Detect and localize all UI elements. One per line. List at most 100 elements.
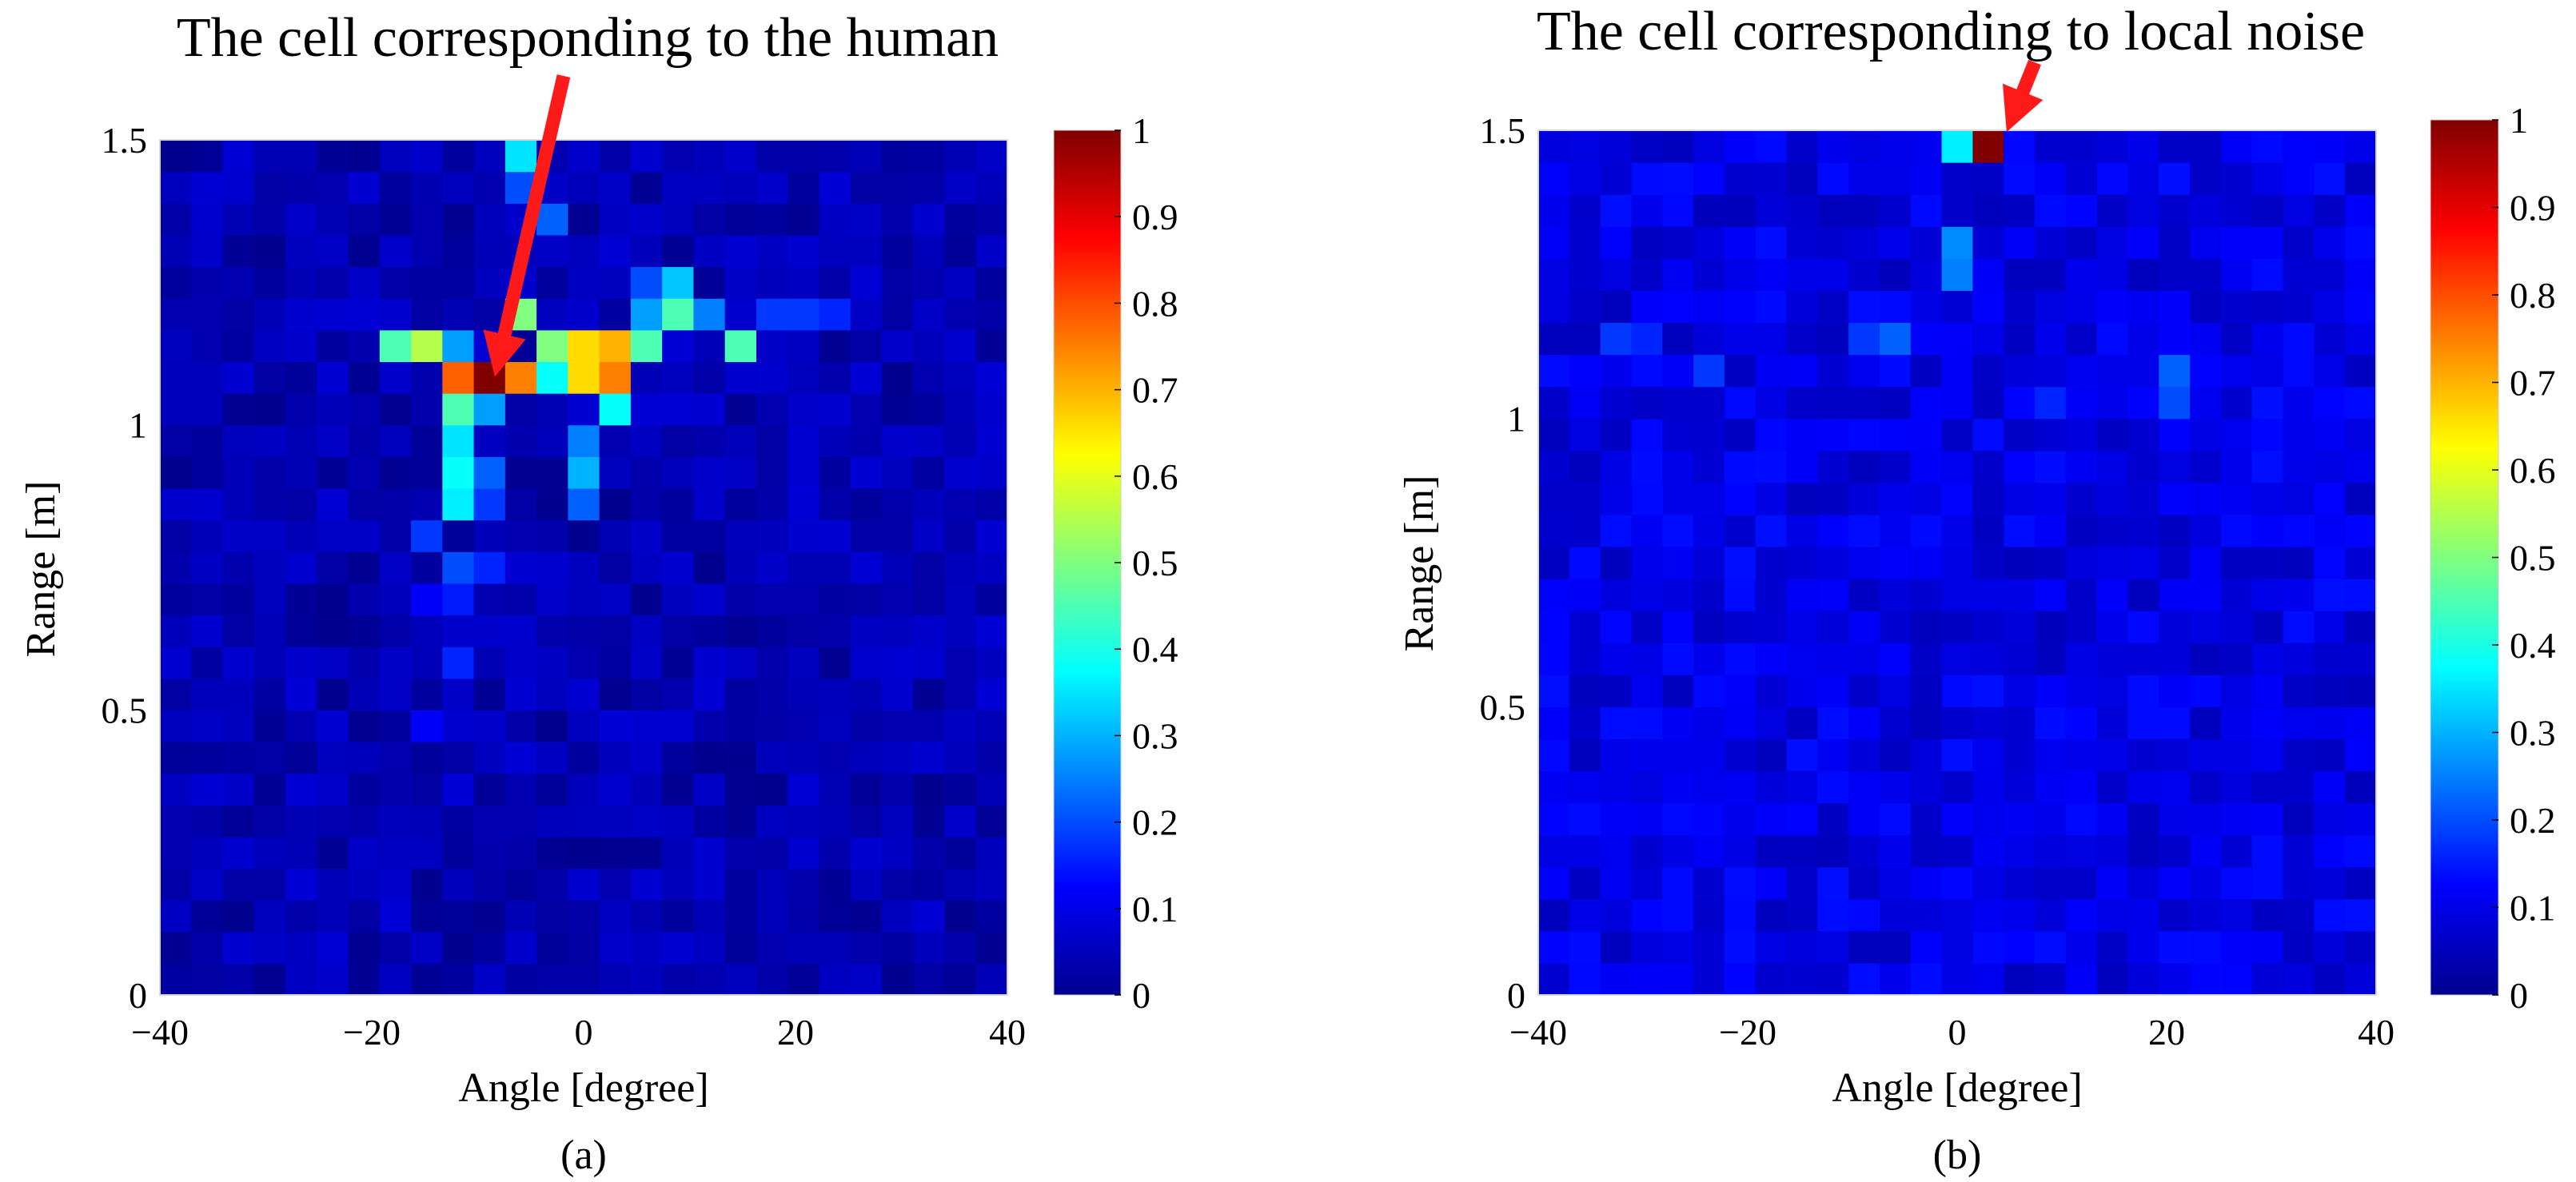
heatmap-cell — [2035, 226, 2067, 259]
heatmap-cell — [599, 329, 632, 363]
heatmap-cell — [693, 203, 726, 236]
heatmap-cell — [819, 171, 851, 204]
heatmap-cell — [850, 773, 883, 806]
heatmap-cell — [881, 647, 914, 679]
heatmap-cell — [1569, 482, 1601, 515]
heatmap-cell — [317, 266, 349, 299]
heatmap-cell — [2190, 386, 2222, 420]
heatmap-cell — [536, 678, 568, 710]
heatmap-cell — [2314, 258, 2346, 291]
heatmap-cell — [2096, 738, 2129, 772]
heatmap-cell — [630, 266, 663, 299]
heatmap-cell — [2314, 834, 2346, 868]
heatmap-cell — [1755, 898, 1788, 932]
heatmap-cell — [819, 963, 851, 996]
heatmap-cell — [662, 234, 695, 268]
heatmap-cell — [2096, 450, 2129, 484]
heatmap-cell — [913, 140, 946, 173]
heatmap-cell — [536, 836, 568, 870]
heatmap-cell — [850, 931, 883, 964]
heatmap-cell — [1538, 834, 1570, 868]
heatmap-cell — [568, 836, 600, 870]
heatmap-cell — [881, 361, 914, 394]
heatmap-cell — [2127, 226, 2159, 259]
heatmap-cell — [2004, 290, 2036, 324]
heatmap-cell — [2251, 930, 2284, 964]
heatmap-cell — [348, 171, 381, 204]
heatmap-cell — [1662, 194, 1694, 227]
heatmap-cell — [2314, 802, 2346, 836]
heatmap-cell — [2035, 962, 2067, 996]
heatmap-cell — [2251, 546, 2284, 579]
heatmap-cell — [2065, 706, 2098, 739]
colorbar-tick-label: 0.9 — [1132, 197, 1178, 237]
heatmap-cell — [788, 361, 820, 394]
x-tick-label: 20 — [777, 1012, 814, 1053]
heatmap-cell — [160, 773, 192, 806]
heatmap-cell — [662, 393, 695, 426]
heatmap-cell — [819, 266, 851, 299]
heatmap-cell — [348, 741, 381, 774]
heatmap-cell — [788, 393, 820, 426]
heatmap-cell — [1786, 675, 1818, 707]
heatmap-cell — [253, 393, 286, 426]
heatmap-cell — [1910, 611, 1943, 643]
heatmap-cell — [1631, 130, 1663, 163]
heatmap-cell — [1941, 675, 1973, 707]
heatmap-cell — [724, 805, 757, 838]
heatmap-cell — [2220, 418, 2253, 452]
heatmap-cell — [473, 963, 506, 996]
heatmap-cell — [568, 868, 600, 901]
heatmap-cell — [881, 900, 914, 933]
heatmap-cell — [2096, 675, 2129, 707]
heatmap-cell — [191, 931, 224, 964]
heatmap-cell — [160, 140, 192, 173]
heatmap-cell — [788, 456, 820, 489]
heatmap-cell — [662, 678, 695, 710]
heatmap-cell — [2314, 866, 2346, 900]
heatmap-cell — [1972, 130, 2004, 163]
heatmap-cell — [1848, 962, 1880, 996]
heatmap-cell — [975, 266, 1008, 299]
heatmap-cell — [473, 868, 506, 901]
heatmap-cell — [222, 488, 255, 521]
heatmap-cell — [1879, 834, 1912, 868]
heatmap-cell — [881, 456, 914, 489]
heatmap-cell — [348, 519, 381, 552]
heatmap-cell — [1879, 514, 1912, 547]
heatmap-cell — [1910, 834, 1943, 868]
heatmap-cell — [2251, 482, 2284, 515]
heatmap-cell — [222, 647, 255, 679]
heatmap-cell — [536, 551, 568, 584]
heatmap-cell — [1569, 802, 1601, 836]
heatmap-cell — [2314, 898, 2346, 932]
heatmap-cell — [2065, 258, 2098, 291]
heatmap-cell — [2314, 162, 2346, 195]
heatmap-cell — [788, 551, 820, 584]
heatmap-cell — [1817, 611, 1849, 643]
heatmap-cell — [1786, 770, 1818, 804]
heatmap-cell — [473, 456, 506, 489]
heatmap-cell — [1631, 579, 1663, 611]
heatmap-cell — [317, 203, 349, 236]
heatmap-cell — [1910, 258, 1943, 291]
heatmap-cell — [630, 583, 663, 616]
heatmap-cell — [1910, 354, 1943, 388]
heatmap-cell — [2283, 770, 2315, 804]
heatmap-cell — [2065, 322, 2098, 356]
heatmap-cell — [2190, 579, 2222, 611]
heatmap-cell — [1631, 738, 1663, 772]
heatmap-cell — [2004, 579, 2036, 611]
heatmap-cell — [724, 583, 757, 616]
heatmap-cell — [504, 836, 537, 870]
heatmap-cell — [160, 298, 192, 331]
heatmap-cell — [756, 583, 788, 616]
heatmap-cell — [819, 805, 851, 838]
heatmap-cell — [819, 773, 851, 806]
heatmap-cell — [1972, 322, 2004, 356]
heatmap-cell — [724, 615, 757, 647]
heatmap-cell — [317, 361, 349, 394]
colorbar-tick-label: 0.2 — [1132, 802, 1178, 843]
heatmap-cell — [253, 678, 286, 710]
heatmap-cell — [536, 488, 568, 521]
